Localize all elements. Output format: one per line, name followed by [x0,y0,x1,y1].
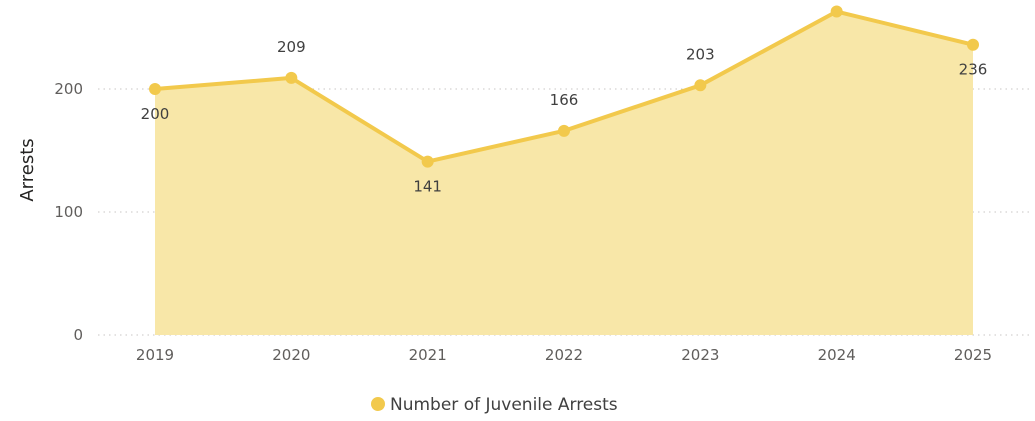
data-label: 166 [550,91,579,109]
area-fill-group [155,11,973,335]
y-axis-title: Arrests [17,138,38,201]
data-point[interactable] [149,83,161,95]
area-fill [155,11,973,335]
data-points [149,5,979,168]
data-point[interactable] [558,124,570,137]
y-tick-label: 200 [54,80,83,98]
data-label: 209 [277,38,306,56]
x-tick-label: 2019 [136,346,174,364]
data-labels: 200209141166203263236 [141,38,988,196]
legend[interactable]: Number of Juvenile Arrests [371,395,618,415]
data-label: 200 [141,105,170,123]
y-axis-ticks: 0 100 200 [54,80,83,344]
data-point[interactable] [830,5,843,18]
data-label: 236 [959,61,988,79]
x-tick-label: 2021 [409,346,447,364]
data-label: 203 [686,45,715,63]
x-tick-label: 2022 [545,346,583,364]
data-point[interactable] [694,79,707,92]
legend-marker [371,397,385,411]
x-tick-label: 2023 [681,346,719,364]
data-point[interactable] [285,71,298,84]
x-tick-label: 2024 [818,346,856,364]
data-point[interactable] [967,38,979,51]
data-label: 141 [413,178,442,196]
data-point[interactable] [421,155,434,168]
x-tick-label: 2020 [272,346,310,364]
y-tick-label: 100 [54,203,83,221]
legend-label: Number of Juvenile Arrests [390,395,618,415]
x-tick-label: 2025 [954,346,992,364]
y-tick-label: 0 [73,326,83,344]
x-axis-ticks: 2019 2020 2021 2022 2023 2024 2025 [136,346,992,364]
